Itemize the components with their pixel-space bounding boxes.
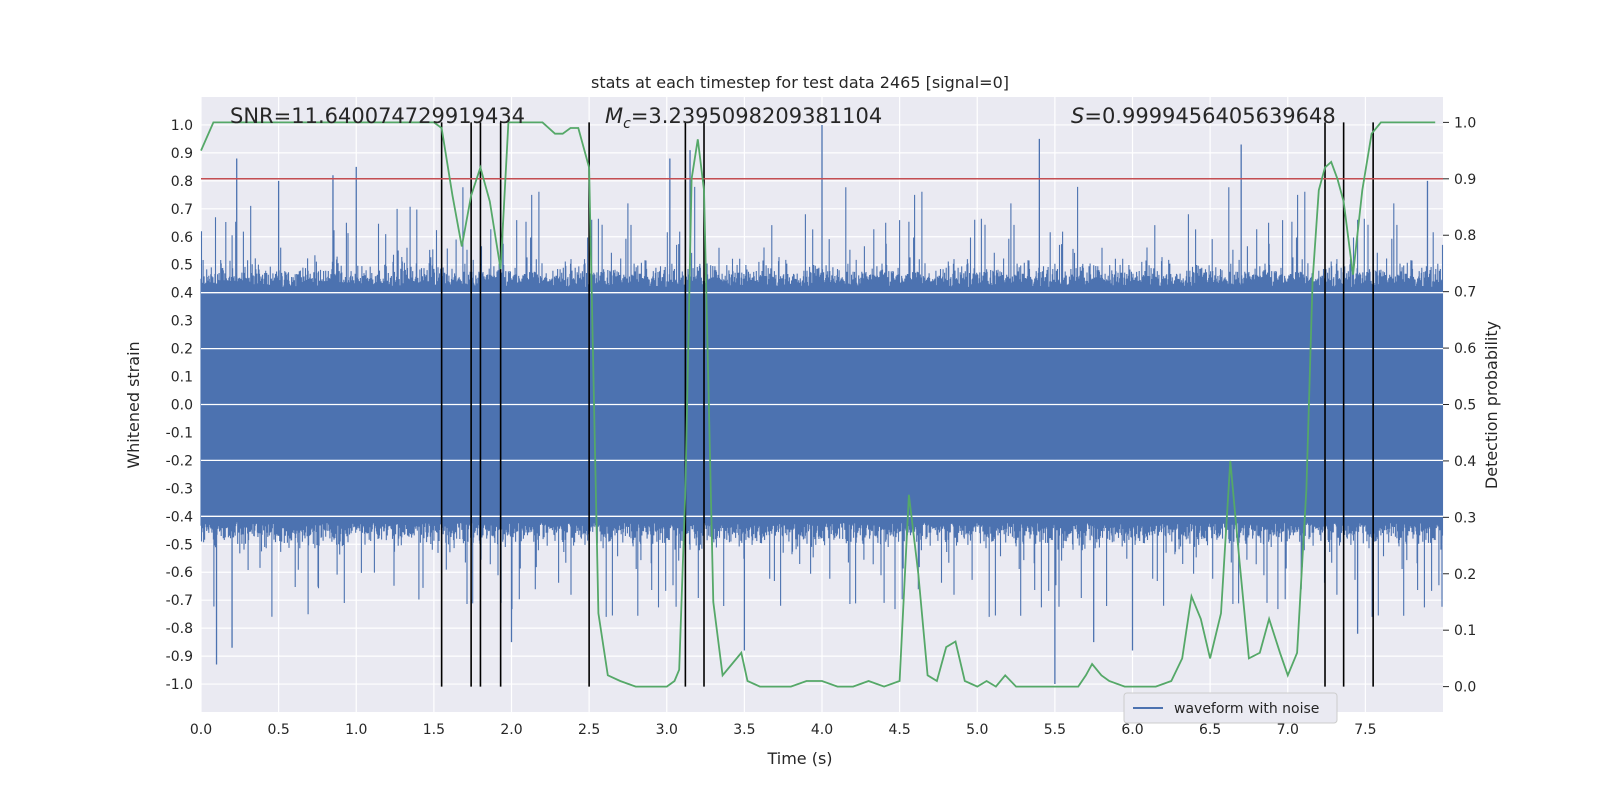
y-tick-label: -0.5 (166, 537, 193, 553)
y-tick-label: 0.9 (171, 146, 193, 162)
y-tick-label: 0.6 (171, 230, 193, 246)
y2-tick-label: 0.4 (1454, 454, 1476, 470)
y2-tick-label: 0.9 (1454, 172, 1476, 188)
horizontal-gridlines-over (201, 292, 1443, 517)
y-axis-label: Whitened strain (124, 341, 143, 468)
y-tick-label: -0.1 (166, 425, 193, 441)
y-tick-label: -1.0 (166, 677, 193, 693)
y2-tick-labels: 1.0 0.9 0.8 0.7 0.6 0.5 0.4 0.3 0.2 0.1 0.0 (1443, 115, 1476, 696)
x-tick-label: 4.5 (888, 722, 910, 738)
y-tick-label: 0.1 (171, 370, 193, 386)
y2-tick-label: 0.3 (1454, 510, 1476, 526)
y-tick-label: -0.7 (166, 593, 193, 609)
y2-tick-label: 0.8 (1454, 228, 1476, 244)
legend: waveform with noise (1123, 692, 1338, 724)
y-tick-labels: 1.0 0.9 0.8 0.7 0.6 0.5 0.4 0.3 0.2 0.1 0.0 -0.1 -0.… (166, 118, 193, 693)
x-tick-label: 3.0 (656, 722, 678, 738)
x-tick-label: 0.0 (190, 722, 212, 738)
mc-subscript: c (623, 116, 631, 132)
y2-tick-label: 0.5 (1454, 398, 1476, 414)
x-tick-label: 5.0 (966, 722, 988, 738)
mc-symbol: M (605, 104, 623, 128)
y-tick-label: 0.4 (171, 286, 193, 302)
y-tick-label: -0.6 (166, 565, 193, 581)
x-tick-label: 6.0 (1121, 722, 1143, 738)
y-tick-label: 0.2 (171, 342, 193, 358)
x-tick-label: 4.0 (811, 722, 833, 738)
y2-tick-label: 0.0 (1454, 680, 1476, 696)
y-tick-label: -0.3 (166, 481, 193, 497)
x-tick-label: 0.5 (267, 722, 289, 738)
y-tick-label: -0.4 (166, 509, 193, 525)
legend-box (1123, 692, 1338, 724)
y-tick-label: -0.2 (166, 453, 193, 469)
x-tick-label: 5.5 (1044, 722, 1066, 738)
mc-annotation: Mc=3.2395098209381104 (605, 104, 882, 132)
x-tick-label: 6.5 (1199, 722, 1221, 738)
x-tick-label: 3.5 (733, 722, 755, 738)
y-tick-label: 0.8 (171, 174, 193, 190)
x-tick-label: 1.5 (423, 722, 445, 738)
y-tick-label: -0.8 (166, 621, 193, 637)
mc-value: =3.2395098209381104 (631, 104, 882, 128)
x-tick-label: 2.0 (500, 722, 522, 738)
y2-tick-label: 0.1 (1454, 623, 1476, 639)
y-tick-label: 0.0 (171, 398, 193, 414)
y2-axis-label: Detection probability (1482, 321, 1501, 489)
y2-tick-label: 1.0 (1454, 115, 1476, 131)
s-symbol: S (1071, 104, 1084, 128)
y-tick-label: 0.5 (171, 258, 193, 274)
chart-title: stats at each timestep for test data 246… (591, 73, 1009, 92)
x-tick-label: 7.0 (1277, 722, 1299, 738)
y2-tick-label: 0.7 (1454, 285, 1476, 301)
y-tick-label: 0.7 (171, 202, 193, 218)
legend-label: waveform with noise (1174, 701, 1319, 717)
x-tick-label: 1.0 (345, 722, 367, 738)
s-annotation: S=0.9999456405639648 (1071, 104, 1336, 128)
y-tick-label: 1.0 (171, 118, 193, 134)
y-tick-label: -0.9 (166, 649, 193, 665)
x-tick-label: 2.5 (578, 722, 600, 738)
x-tick-label: 7.5 (1354, 722, 1376, 738)
x-tick-labels: 0.0 0.5 1.0 1.5 2.0 2.5 3.0 3.5 4.0 4.5 5.0 5.5 6.0 6… (190, 722, 1377, 738)
snr-annotation: SNR=11.640074729919434 (230, 104, 525, 128)
y2-tick-label: 0.2 (1454, 567, 1476, 583)
probability-series (200, 121, 1436, 688)
x-axis-label: Time (s) (766, 749, 832, 768)
y2-tick-label: 0.6 (1454, 341, 1476, 357)
s-value: =0.9999456405639648 (1084, 104, 1335, 128)
y-tick-label: 0.3 (171, 314, 193, 330)
